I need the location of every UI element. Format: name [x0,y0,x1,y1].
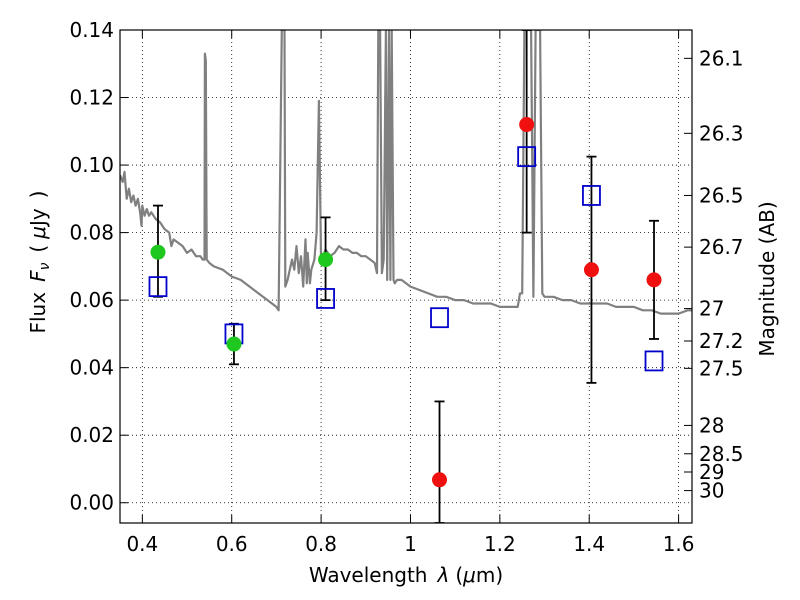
right-tick-label: 26.3 [699,121,744,145]
right-tick-label: 27.5 [699,356,744,380]
right-tick-label: 29 [699,460,724,484]
y-tick-label: 0.00 [69,491,114,515]
right-tick-label: 27 [699,297,724,321]
square-marker [517,146,537,168]
x-tick-label: 0.8 [305,532,337,556]
square-marker [582,185,601,206]
right-tick-label: 26.5 [699,183,744,207]
circle-marker [318,252,334,268]
x-tick-label: 1.4 [573,532,605,556]
plot-area [120,30,692,523]
y-tick-label: 0.10 [69,153,114,177]
plot-frame [119,29,693,524]
square-marker [148,276,168,298]
square-marker [644,350,664,372]
right-tick-label: 26.1 [699,46,744,70]
x-axis-title: Wavelength λ (μm) [309,563,503,587]
y-tick-label: 0.02 [69,423,114,447]
y-axis-title-right: Magnitude (AB) [755,201,779,356]
right-tick-label: 30 [699,479,724,503]
x-tick-label: 0.6 [216,532,248,556]
right-tick-label: 28.5 [699,442,744,466]
circle-marker [226,336,242,352]
circle-marker [583,262,599,278]
square-marker [430,307,449,329]
x-tick-label: 0.4 [126,532,158,556]
y-tick-label: 0.08 [69,221,114,245]
right-tick-label: 28 [699,413,724,437]
circle-marker [519,117,535,133]
circle-marker [150,244,166,260]
circle-marker [646,272,662,288]
circle-marker [432,472,448,488]
square-marker [316,288,335,309]
x-tick-label: 1.6 [663,532,695,556]
right-tick-label: 26.7 [699,235,744,259]
x-tick-label: 1.2 [484,532,516,556]
x-tick-label: 1 [404,532,417,556]
y-tick-label: 0.04 [69,356,114,380]
y-tick-label: 0.12 [69,86,114,110]
y-tick-label: 0.14 [69,18,114,42]
right-tick-label: 27.2 [699,329,744,353]
y-tick-label: 0.06 [69,288,114,312]
y-axis-title-left: FluxFν(μJy) [26,190,53,333]
ticks: 0.4 0.6 0.8 1 1.2 1.4 1.6 0.00 0.02 0.04 0.06 0.08 0… [69,18,743,556]
